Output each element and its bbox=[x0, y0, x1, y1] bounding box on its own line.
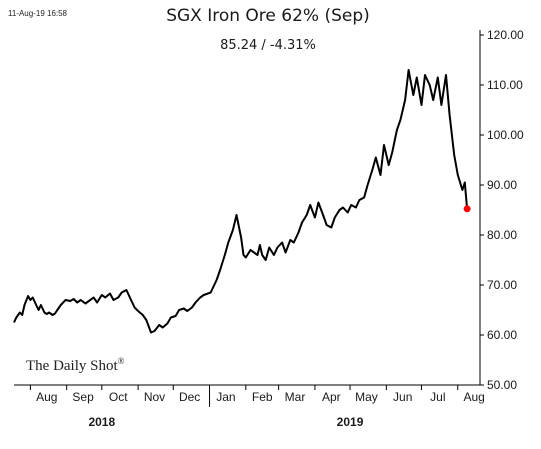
y-tick-label: 90.00 bbox=[487, 178, 517, 192]
y-tick-label: 70.00 bbox=[487, 278, 517, 292]
x-tick-label: Jul bbox=[430, 390, 445, 404]
series-line-iron-ore bbox=[13, 69, 469, 334]
x-tick-label: May bbox=[355, 390, 378, 404]
y-tick-label: 60.00 bbox=[487, 328, 517, 342]
watermark-registered-mark: ® bbox=[118, 356, 125, 366]
x-ticks: Aug Sep Oct Nov Dec Jan Feb Mar Apr May Jun Jul Aug bbox=[29, 385, 485, 407]
x-year-label: 2018 bbox=[88, 415, 115, 429]
last-point-marker bbox=[463, 205, 471, 213]
y-tick-label: 120.00 bbox=[487, 28, 524, 42]
x-tick-label: Nov bbox=[144, 390, 165, 404]
x-tick-label: Mar bbox=[285, 390, 306, 404]
y-tick-label: 50.00 bbox=[487, 378, 517, 392]
chart-subtitle: 85.24 / -4.31% bbox=[220, 38, 316, 53]
x-tick-label: Jun bbox=[393, 390, 412, 404]
chart-title: SGX Iron Ore 62% (Sep) bbox=[166, 6, 370, 26]
x-tick-label: Aug bbox=[463, 390, 484, 404]
x-tick-label: Aug bbox=[36, 390, 57, 404]
x-tick-label: Feb bbox=[252, 390, 273, 404]
y-tick-label: 100.00 bbox=[487, 128, 524, 142]
x-tick-label: Apr bbox=[322, 390, 341, 404]
x-year-label: 2019 bbox=[337, 415, 364, 429]
timestamp: 11-Aug-19 16:58 bbox=[8, 9, 68, 18]
watermark-text: The Daily Shot bbox=[26, 358, 118, 374]
y-tick-label: 110.00 bbox=[487, 78, 523, 92]
watermark-logo: The Daily Shot® bbox=[26, 356, 125, 374]
y-tick-label: 80.00 bbox=[487, 228, 517, 242]
year-labels: 2018 2019 bbox=[88, 415, 363, 429]
x-tick-label: Jan bbox=[216, 390, 235, 404]
x-tick-label: Sep bbox=[72, 390, 94, 404]
x-tick-label: Oct bbox=[109, 390, 128, 404]
y-ticks: 50.00 60.00 70.00 80.00 90.00 100.00 110.00 120… bbox=[480, 28, 524, 392]
x-tick-label: Dec bbox=[179, 390, 200, 404]
